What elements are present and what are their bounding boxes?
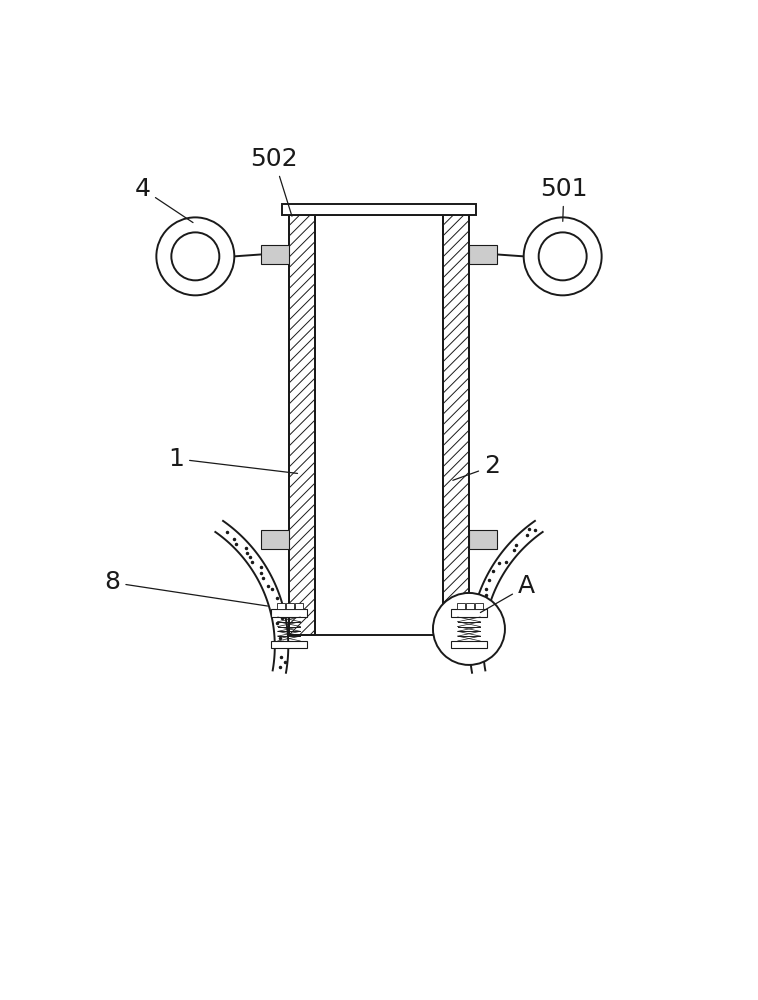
Text: A: A xyxy=(481,574,535,613)
Text: 1: 1 xyxy=(168,447,298,473)
Text: 501: 501 xyxy=(540,177,587,221)
Bar xyxy=(286,603,294,609)
Bar xyxy=(271,609,307,617)
Text: 8: 8 xyxy=(105,570,268,606)
Text: 502: 502 xyxy=(250,147,298,216)
Bar xyxy=(451,641,487,648)
Bar xyxy=(281,204,477,215)
Bar xyxy=(277,603,285,609)
Bar xyxy=(271,641,307,648)
Bar xyxy=(469,530,497,549)
Text: 2: 2 xyxy=(453,454,500,480)
Bar xyxy=(315,215,443,635)
Circle shape xyxy=(433,593,505,665)
Bar xyxy=(456,603,465,609)
Bar xyxy=(475,603,483,609)
Text: 4: 4 xyxy=(134,177,193,223)
Bar xyxy=(465,603,474,609)
Bar xyxy=(289,215,315,635)
Bar xyxy=(261,245,289,264)
Circle shape xyxy=(171,232,219,280)
Bar xyxy=(451,609,487,617)
Circle shape xyxy=(524,217,602,295)
Bar xyxy=(295,603,303,609)
Circle shape xyxy=(539,232,587,280)
Bar xyxy=(443,215,469,635)
Bar xyxy=(469,245,497,264)
Circle shape xyxy=(156,217,234,295)
Bar xyxy=(261,530,289,549)
